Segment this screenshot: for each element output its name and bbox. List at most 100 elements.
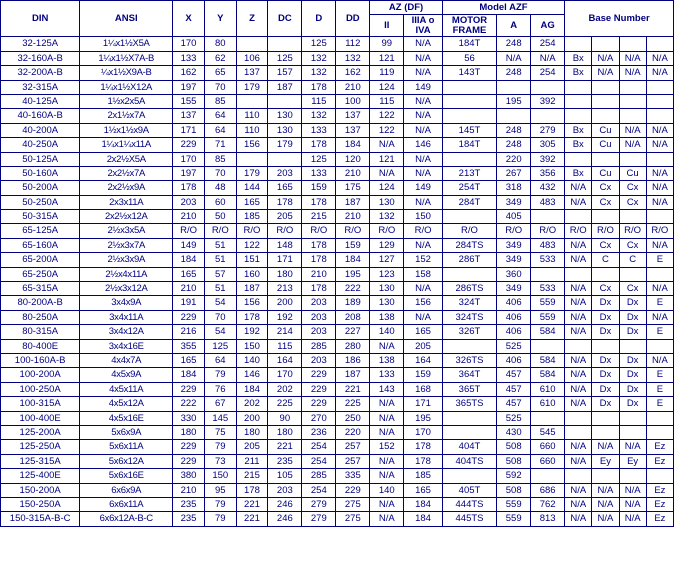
cell-dc: 205 [268,210,302,224]
cell-motor [442,339,496,353]
cell-ansi: 3x4x9A [80,296,173,310]
cell-dd: 112 [336,37,370,51]
cell-din: 125-315A [1,454,80,468]
cell-b2: Dx [592,382,619,396]
cell-dd: 210 [336,80,370,94]
cell-ii: N/A [370,469,404,483]
cell-z: 110 [236,109,268,123]
cell-x: 380 [173,469,205,483]
cell-d: 203 [302,353,336,367]
cell-din: 50-160A [1,166,80,180]
cell-ii: 119 [370,66,404,80]
cell-din: 80-315A [1,325,80,339]
col-ansi: ANSI [80,1,173,37]
cell-b4 [646,37,673,51]
cell-d: 254 [302,440,336,454]
cell-d: 254 [302,454,336,468]
cell-motor [442,94,496,108]
cell-motor [442,109,496,123]
cell-ag: 813 [531,512,565,526]
cell-b2: Cu [592,138,619,152]
cell-motor [442,152,496,166]
cell-ii: 132 [370,210,404,224]
cell-din: 80-400E [1,339,80,353]
cell-y: 64 [204,353,236,367]
table-row: 32-200A-B¼x1½X9A-B16265137157132162119N/… [1,66,674,80]
cell-y: 125 [204,339,236,353]
cell-dd: 132 [336,51,370,65]
cell-b3: C [619,253,646,267]
cell-a: 267 [497,166,531,180]
cell-x: 191 [173,296,205,310]
cell-x: 137 [173,109,205,123]
cell-ag [531,339,565,353]
col-motor: MOTORFRAME [442,15,496,37]
cell-b2 [592,267,619,281]
cell-y: 80 [204,37,236,51]
cell-b4 [646,411,673,425]
cell-ii: 130 [370,296,404,310]
cell-motor: 324TS [442,310,496,324]
cell-y: 51 [204,253,236,267]
table-row: 80-200A-B3x4x9A1915415620020318913015632… [1,296,674,310]
cell-d: 178 [302,80,336,94]
cell-ansi: 5x6x11A [80,440,173,454]
cell-d: 125 [302,37,336,51]
cell-din: 100-400E [1,411,80,425]
col-ag: AG [531,15,565,37]
cell-ansi: 1¼x1¼x11A [80,138,173,152]
cell-ag: 584 [531,353,565,367]
cell-b1: N/A [565,483,592,497]
cell-b3 [619,109,646,123]
cell-iiia: 168 [404,382,443,396]
cell-din: 32-160A-B [1,51,80,65]
cell-b4: N/A [646,353,673,367]
cell-dc: 165 [268,181,302,195]
cell-x: 203 [173,195,205,209]
cell-b3: N/A [619,51,646,65]
cell-ansi: 1¼x1½X7A-B [80,51,173,65]
cell-b1: N/A [565,325,592,339]
cell-d: 229 [302,368,336,382]
table-row: 40-250A1¼x1¼x11A22971156179178184N/A1461… [1,138,674,152]
cell-iiia: 171 [404,397,443,411]
cell-ansi: 4x5x16E [80,411,173,425]
table-row: 80-315A3x4x12A21654192214203227140165326… [1,325,674,339]
cell-b2: Dx [592,368,619,382]
cell-din: 32-315A [1,80,80,94]
cell-ii: N/A [370,166,404,180]
cell-d: 279 [302,497,336,511]
cell-z: 180 [236,425,268,439]
cell-iiia: 184 [404,512,443,526]
cell-ansi: 4x5x11A [80,382,173,396]
cell-a: 349 [497,238,531,252]
cell-ansi: 6x6x12A-B-C [80,512,173,526]
cell-z: 137 [236,66,268,80]
cell-ii: 122 [370,123,404,137]
cell-y: 73 [204,454,236,468]
cell-dc: 178 [268,195,302,209]
cell-dc: 225 [268,397,302,411]
cell-b3: Dx [619,382,646,396]
cell-dd: 162 [336,66,370,80]
cell-b3 [619,152,646,166]
col-dd: DD [336,1,370,37]
col-group-az: AZ (DF) [370,1,443,15]
cell-iiia: 149 [404,181,443,195]
cell-ag [531,109,565,123]
table-row: 32-160A-B1¼x1½X7A-B13362106125132132121N… [1,51,674,65]
cell-b1: N/A [565,440,592,454]
cell-b4 [646,210,673,224]
cell-y: 64 [204,109,236,123]
cell-ii: N/A [370,411,404,425]
cell-b1: N/A [565,382,592,396]
cell-b2: Cx [592,238,619,252]
cell-z: R/O [236,224,268,238]
cell-b2: Dx [592,353,619,367]
cell-b3: Cx [619,195,646,209]
cell-x: R/O [173,224,205,238]
cell-iiia: 170 [404,425,443,439]
cell-ag: 483 [531,195,565,209]
cell-dd: 208 [336,310,370,324]
cell-motor: 404TS [442,454,496,468]
